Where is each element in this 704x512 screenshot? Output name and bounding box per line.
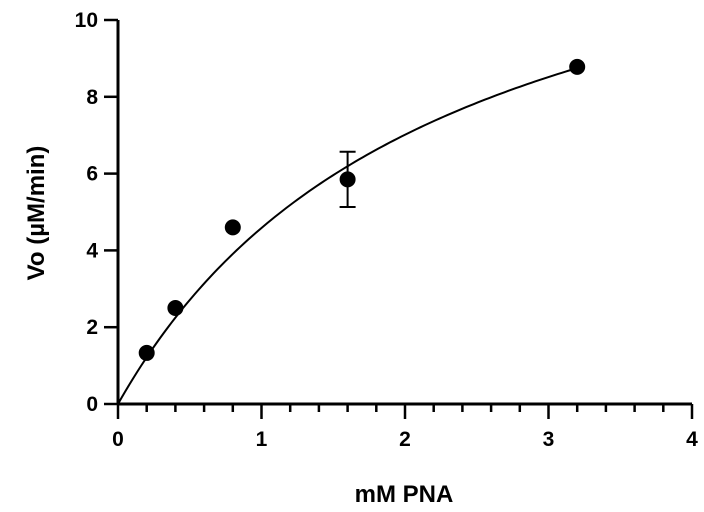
data-point <box>167 300 184 316</box>
fit-curve-layer <box>117 67 578 405</box>
y-tick-label: 0 <box>86 393 98 416</box>
x-tick-label: 2 <box>399 428 411 451</box>
data-point <box>339 171 356 188</box>
tick-label-layer: 0 1 2 3 4 0 2 4 6 8 10 <box>75 9 699 451</box>
data-point <box>569 58 586 75</box>
data-points-layer <box>138 58 586 361</box>
x-tick-label: 3 <box>543 428 555 451</box>
data-point <box>224 219 241 236</box>
y-tick-label: 6 <box>86 163 98 186</box>
x-tick-label: 4 <box>686 428 698 451</box>
x-tick-label: 0 <box>112 428 124 451</box>
axes <box>104 18 694 419</box>
y-tick-label: 8 <box>86 86 98 109</box>
y-tick-label: 10 <box>75 9 98 32</box>
x-axis-title: mM PNA <box>355 481 454 508</box>
y-tick-label: 2 <box>86 316 98 339</box>
data-point <box>138 344 155 361</box>
y-tick-label: 4 <box>86 239 98 262</box>
x-tick-label: 1 <box>256 428 268 451</box>
fit-curve <box>117 67 578 405</box>
y-axis-title: Vo (µM/min) <box>23 146 50 281</box>
